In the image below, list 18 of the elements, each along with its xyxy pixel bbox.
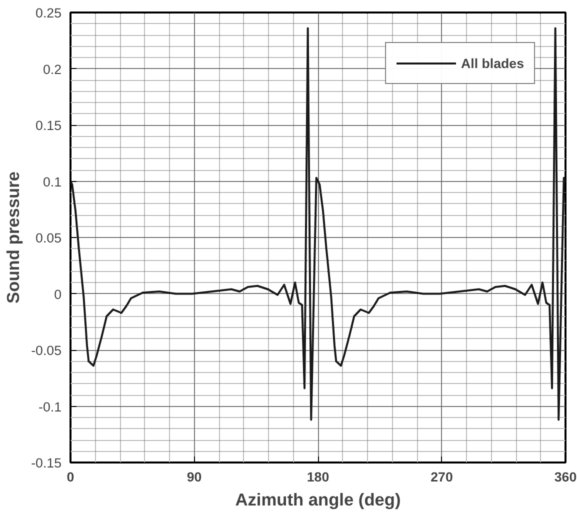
x-tick-label: 360 bbox=[554, 470, 577, 484]
y-tick-label: 0.15 bbox=[36, 118, 62, 133]
y-axis-title: Sound pressure bbox=[3, 171, 24, 304]
y-tick-label: 0.1 bbox=[42, 174, 62, 190]
y-tick-label: -0.15 bbox=[31, 456, 62, 470]
x-axis-title: Azimuth angle (deg) bbox=[235, 490, 401, 510]
legend-label: All blades bbox=[461, 56, 524, 70]
y-tick-label: 0 bbox=[54, 286, 62, 302]
x-tick-label: 270 bbox=[430, 470, 453, 484]
y-tick-label: 0.05 bbox=[36, 230, 62, 246]
line-series bbox=[70, 27, 566, 421]
x-tick-label: 0 bbox=[66, 470, 74, 484]
y-tick-label: -0.05 bbox=[31, 343, 62, 358]
y-tick-label: -0.1 bbox=[38, 399, 62, 414]
x-tick-label: 90 bbox=[186, 470, 202, 484]
y-tick-label: 0.2 bbox=[42, 62, 62, 77]
y-tick-label: 0.25 bbox=[36, 6, 62, 20]
x-tick-label: 180 bbox=[306, 470, 330, 484]
